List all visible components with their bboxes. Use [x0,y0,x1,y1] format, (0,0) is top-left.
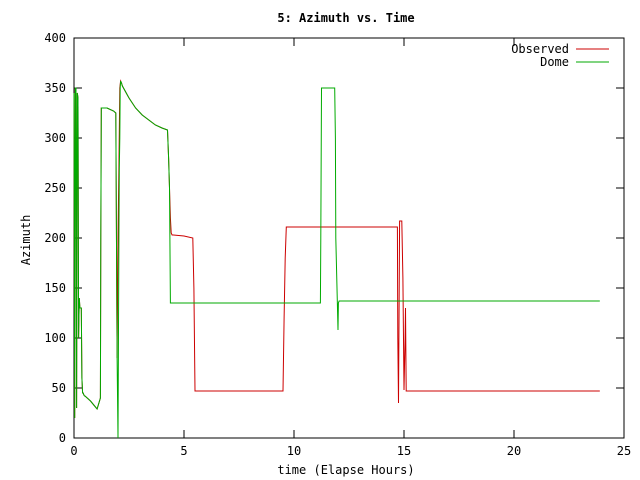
x-tick-label: 5 [180,444,187,458]
y-tick-label: 400 [44,31,66,45]
series-line-observed [73,79,600,419]
x-axis-label: time (Elapse Hours) [277,463,414,477]
x-axis: 0 5 10 15 20 25 [70,38,631,458]
x-tick-label: 10 [287,444,301,458]
chart-title: 5: Azimuth vs. Time [277,11,414,25]
legend-label-dome: Dome [540,55,569,69]
y-tick-label: 300 [44,131,66,145]
y-axis: 0 50 100 150 200 250 300 350 400 [44,31,624,445]
y-tick-label: 200 [44,231,66,245]
y-tick-label: 350 [44,81,66,95]
x-tick-label: 0 [70,444,77,458]
y-tick-label: 250 [44,181,66,195]
y-tick-label: 50 [52,381,66,395]
y-tick-label: 150 [44,281,66,295]
x-tick-label: 15 [397,444,411,458]
x-tick-label: 25 [617,444,631,458]
y-axis-label: Azimuth [19,215,33,266]
legend-label-observed: Observed [511,42,569,56]
series-layer [73,79,600,439]
series-line-dome [73,80,600,439]
y-tick-label: 100 [44,331,66,345]
x-tick-label: 20 [507,444,521,458]
plot-frame [73,37,625,439]
y-tick-label: 0 [59,431,66,445]
